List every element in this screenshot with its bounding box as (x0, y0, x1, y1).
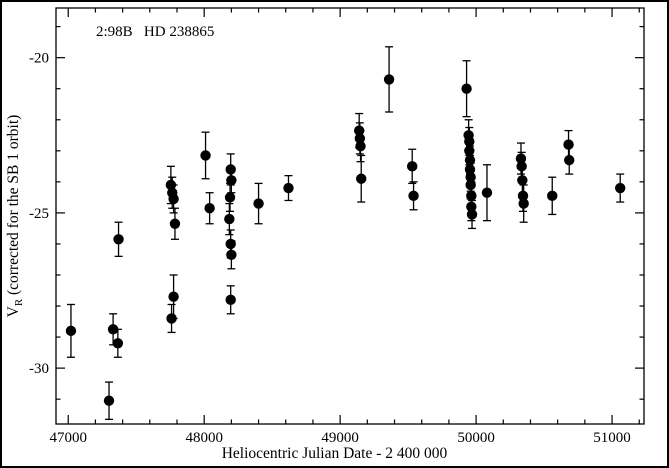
data-point-group (408, 181, 419, 211)
data-point (168, 291, 179, 302)
data-point-group (563, 129, 574, 160)
data-point (356, 173, 367, 184)
plot-frame (55, 7, 645, 425)
data-point-group (515, 142, 527, 175)
data-point (383, 74, 395, 85)
data-point-group (564, 145, 575, 175)
data-point-group (224, 182, 236, 212)
data-point (103, 395, 115, 406)
data-point (518, 198, 529, 209)
data-point-group (547, 176, 558, 216)
data-point-group (169, 207, 181, 240)
data-point-group (112, 328, 124, 358)
data-point (112, 338, 124, 349)
data-point (515, 153, 527, 164)
y-axis-title: VR (corrected for the SB 1 orbit) (5, 115, 25, 318)
data-point-group (226, 240, 237, 270)
data-point (517, 190, 529, 202)
data-point-group (466, 199, 478, 230)
data-point (563, 139, 574, 150)
y-tick-label: -25 (29, 206, 49, 222)
data-point (466, 201, 477, 212)
data-point (406, 161, 418, 172)
data-point-group (283, 174, 294, 202)
data-point-group (481, 164, 493, 222)
data-point (615, 182, 626, 194)
data-point (464, 164, 476, 175)
data-point-group (107, 313, 119, 346)
data-point (355, 140, 366, 152)
data-point-group (406, 148, 418, 185)
data-point (200, 150, 211, 161)
data-point-group (518, 184, 529, 223)
x-tick-label: 47000 (49, 430, 87, 446)
data-point (65, 325, 77, 337)
data-point-group (200, 131, 211, 180)
x-tick-label: 49000 (321, 430, 359, 446)
y-tick-label: -20 (29, 51, 49, 67)
data-point-group (65, 303, 77, 358)
x-tick-label: 50000 (457, 430, 495, 446)
data-point (564, 154, 575, 166)
y-title-subscript: R (13, 298, 26, 307)
data-point (226, 249, 237, 261)
x-tick-label: 48000 (185, 430, 223, 446)
x-axis-title: Heliocentric Julian Date - 2 400 000 (221, 445, 448, 462)
data-point (481, 187, 493, 198)
data-point-group (253, 182, 264, 225)
data-point (547, 190, 558, 202)
data-point-group (615, 173, 626, 203)
data-point (283, 182, 294, 194)
y-tick-label: -30 (29, 361, 49, 377)
data-point (461, 83, 472, 94)
data-point (225, 294, 236, 306)
data-point-group (356, 154, 367, 203)
data-point-group (383, 46, 395, 113)
y-title-variable: V (4, 306, 22, 318)
data-point-group (225, 285, 236, 315)
data-point (113, 234, 124, 245)
data-point (354, 133, 366, 144)
data-point (204, 203, 215, 214)
x-tick-label: 51000 (593, 430, 631, 446)
data-point-group (168, 274, 179, 320)
data-point (224, 213, 235, 225)
data-point (464, 145, 475, 157)
data-point (166, 313, 177, 324)
data-point-group (355, 129, 366, 163)
data-point-group (204, 192, 215, 225)
data-point (169, 218, 181, 229)
data-point (225, 164, 236, 175)
data-point-group (166, 303, 177, 334)
data-point (168, 193, 179, 205)
data-point (107, 324, 119, 335)
data-point-group (113, 221, 124, 258)
data-point (466, 209, 478, 220)
data-point (408, 190, 419, 202)
data-point (224, 192, 236, 203)
data-point (253, 198, 264, 209)
data-point-group (103, 381, 115, 420)
y-title-description: (corrected for the SB 1 orbit) (4, 114, 22, 299)
plot-annotation: 2:98B HD 238865 (96, 24, 215, 40)
data-point-group (461, 60, 472, 118)
